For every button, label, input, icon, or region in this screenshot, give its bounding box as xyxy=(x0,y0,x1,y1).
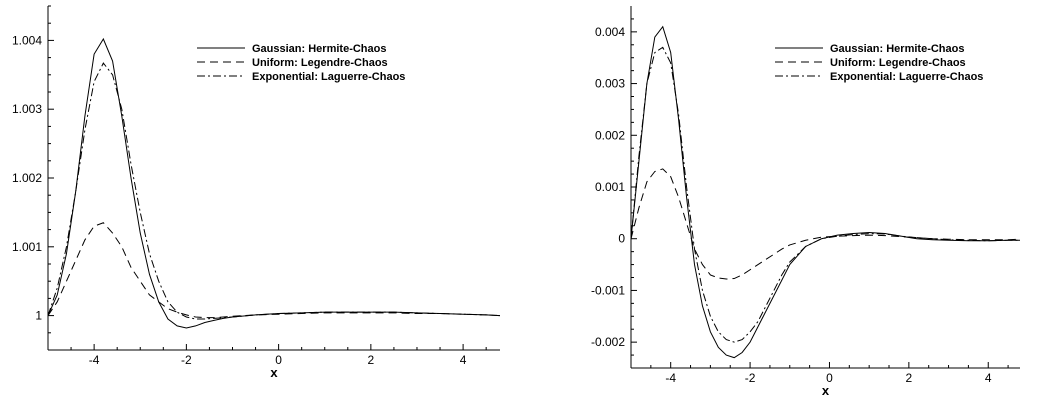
x-tick-label: -2 xyxy=(745,371,756,385)
x-tick-label: 4 xyxy=(985,371,992,385)
legend-entry: Gaussian: Hermite-Chaos xyxy=(830,43,964,55)
legend-entry: Uniform: Legendre-Chaos xyxy=(252,57,388,69)
x-tick-label: 0 xyxy=(826,371,833,385)
y-tick-label: 0 xyxy=(618,232,625,246)
chart-left: -4 -2 0 2 4 1 1.001 1.002 1.003 1.004 x Gaussian: H… xyxy=(12,5,500,380)
legend-entry: Uniform: Legendre-Chaos xyxy=(830,57,966,69)
y-tick-label: 1.003 xyxy=(12,102,42,116)
x-axis-label: x xyxy=(270,365,278,380)
y-tick-label: 1.004 xyxy=(12,33,42,47)
series-line-solid xyxy=(631,25,1020,359)
y-tick-label: 1.002 xyxy=(12,171,42,185)
y-tick-label: 0.004 xyxy=(595,25,625,39)
series-line-dashed xyxy=(48,222,500,319)
x-tick-label: -4 xyxy=(89,353,100,367)
chart-right: -4 -2 0 2 4 -0.002 -0.001 0 0.001 0.002 0.003 0.004… xyxy=(591,6,1020,398)
legend-entry: Exponential: Laguerre-Chaos xyxy=(252,71,405,83)
x-tick-label: -4 xyxy=(665,371,676,385)
x-axis-label: x xyxy=(822,383,830,398)
y-tick-label: 0.002 xyxy=(595,128,625,142)
series-line-dashdot xyxy=(48,62,500,320)
x-tick-label: 2 xyxy=(368,353,375,367)
x-tick-label: 4 xyxy=(460,353,467,367)
series-line-dashdot xyxy=(631,46,1020,343)
y-tick-label: -0.001 xyxy=(591,283,625,297)
y-tick-label: 1 xyxy=(35,309,42,323)
x-tick-label: 0 xyxy=(275,353,282,367)
y-tick-label: -0.002 xyxy=(591,335,625,349)
y-tick-label: 0.003 xyxy=(595,77,625,91)
x-tick-label: 2 xyxy=(906,371,913,385)
legend-entry: Gaussian: Hermite-Chaos xyxy=(252,43,386,55)
series-line-dashed xyxy=(631,168,1020,280)
y-tick-label: 1.001 xyxy=(12,240,42,254)
x-tick-label: -2 xyxy=(181,353,192,367)
legend-entry: Exponential: Laguerre-Chaos xyxy=(830,71,983,83)
y-tick-label: 0.001 xyxy=(595,180,625,194)
series-line-solid xyxy=(48,37,500,329)
